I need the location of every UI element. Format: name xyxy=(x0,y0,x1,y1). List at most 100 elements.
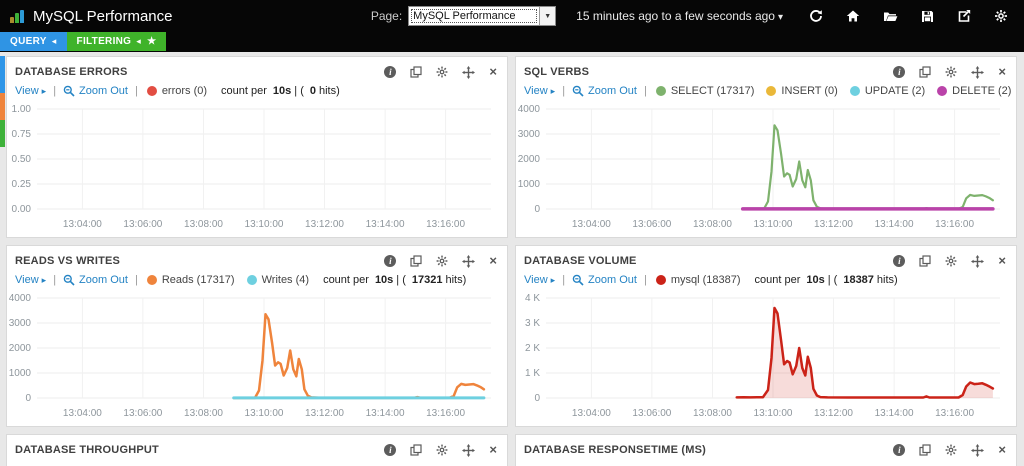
configure-gear-icon[interactable] xyxy=(436,444,448,456)
tab-filtering[interactable]: FILTERING ◂ ★ xyxy=(66,32,167,51)
info-icon[interactable]: i xyxy=(384,444,397,456)
info-icon[interactable]: i xyxy=(893,255,906,267)
info-icon[interactable]: i xyxy=(384,255,397,267)
legend-item[interactable]: UPDATE (2) xyxy=(848,85,925,97)
close-icon[interactable]: × xyxy=(998,442,1006,457)
page-select-arrow[interactable]: ▼ xyxy=(539,7,556,25)
move-icon[interactable] xyxy=(462,254,476,268)
series-color-dot xyxy=(655,275,666,285)
svg-text:13:10:00: 13:10:00 xyxy=(754,408,793,419)
panel-title: SQL VERBS xyxy=(524,66,590,78)
svg-text:13:06:00: 13:06:00 xyxy=(123,219,162,230)
view-link[interactable]: View ▸ xyxy=(524,274,555,286)
legend-item[interactable]: INSERT (0) xyxy=(764,85,838,97)
info-icon[interactable]: i xyxy=(893,66,906,78)
duplicate-icon[interactable] xyxy=(410,255,423,267)
separator: | xyxy=(562,85,566,97)
configure-gear-icon[interactable] xyxy=(436,255,448,267)
panel-header: DATABASE VOLUME i × xyxy=(516,246,1016,270)
panel-database-throughput: DATABASE THROUGHPUT i × xyxy=(6,434,508,466)
settings-gear-icon[interactable] xyxy=(994,9,1008,23)
panel-title: DATABASE ERRORS xyxy=(15,66,128,78)
svg-text:13:04:00: 13:04:00 xyxy=(63,408,102,419)
svg-text:13:08:00: 13:08:00 xyxy=(184,219,223,230)
panel-legend: View ▸ | Zoom Out | errors (0) count per 1… xyxy=(7,81,507,101)
series-color-dot xyxy=(146,275,157,285)
duplicate-icon[interactable] xyxy=(919,66,932,78)
legend-item[interactable]: SELECT (17317) xyxy=(654,85,755,97)
panel-header: DATABASE RESPONSETIME (MS) i × xyxy=(516,435,1016,459)
row-toggle-tab[interactable] xyxy=(0,120,5,147)
panel-icons: i × xyxy=(384,442,501,457)
legend-item[interactable]: Reads (17317) xyxy=(145,274,235,286)
topbar-actions xyxy=(809,9,1008,23)
legend-item[interactable]: errors (0) xyxy=(145,85,207,97)
duplicate-icon[interactable] xyxy=(410,444,423,456)
save-icon[interactable] xyxy=(921,10,934,23)
caret-left-icon: ◂ xyxy=(136,36,142,46)
legend-item[interactable]: mysql (18387) xyxy=(654,274,741,286)
duplicate-icon[interactable] xyxy=(919,255,932,267)
configure-gear-icon[interactable] xyxy=(945,255,957,267)
move-icon[interactable] xyxy=(462,443,476,457)
close-icon[interactable]: × xyxy=(998,253,1006,268)
view-link[interactable]: View ▸ xyxy=(15,85,46,97)
row-toggle-tab[interactable] xyxy=(0,93,5,120)
configure-gear-icon[interactable] xyxy=(945,66,957,78)
move-icon[interactable] xyxy=(971,254,985,268)
zoom-out-link[interactable]: Zoom Out xyxy=(63,274,128,286)
close-icon[interactable]: × xyxy=(489,253,497,268)
close-icon[interactable]: × xyxy=(489,64,497,79)
separator: | xyxy=(53,85,57,97)
home-icon[interactable] xyxy=(846,9,860,23)
zoom-out-link[interactable]: Zoom Out xyxy=(63,85,128,97)
svg-text:3 K: 3 K xyxy=(525,318,540,329)
share-icon[interactable] xyxy=(957,9,971,23)
svg-text:13:06:00: 13:06:00 xyxy=(632,408,671,419)
svg-text:13:16:00: 13:16:00 xyxy=(426,219,465,230)
chart-reads-vs-writes[interactable]: 4000 3000 2000 1000 0 13:04:00 13:06:00 13:08:0… xyxy=(7,292,507,429)
open-folder-icon[interactable] xyxy=(883,9,898,23)
panel-icons: i × xyxy=(893,442,1010,457)
view-link[interactable]: View ▸ xyxy=(524,85,555,97)
close-icon[interactable]: × xyxy=(489,442,497,457)
tab-query[interactable]: QUERY ◂ xyxy=(0,32,67,51)
row-toggle-tab[interactable] xyxy=(0,56,5,93)
svg-text:0: 0 xyxy=(534,204,540,215)
chart-database-errors[interactable]: 1.00 0.75 0.50 0.25 0.00 13:04:00 13:06:00 13:0… xyxy=(7,103,507,240)
svg-text:13:08:00: 13:08:00 xyxy=(693,219,732,230)
configure-gear-icon[interactable] xyxy=(945,444,957,456)
panel-reads-vs-writes: READS VS WRITES i × View ▸ | Zoom Out | R… xyxy=(6,245,508,427)
close-icon[interactable]: × xyxy=(998,64,1006,79)
zoom-out-link[interactable]: Zoom Out xyxy=(572,85,637,97)
svg-text:2000: 2000 xyxy=(9,343,32,354)
panel-title: READS VS WRITES xyxy=(15,255,121,267)
legend-item[interactable]: Writes (4) xyxy=(245,274,309,286)
panel-header: DATABASE THROUGHPUT i × xyxy=(7,435,507,459)
refresh-icon[interactable] xyxy=(809,9,823,23)
panel-icons: i × xyxy=(384,253,501,268)
view-link[interactable]: View ▸ xyxy=(15,274,46,286)
move-icon[interactable] xyxy=(971,443,985,457)
duplicate-icon[interactable] xyxy=(410,66,423,78)
move-icon[interactable] xyxy=(462,65,476,79)
time-range-picker[interactable]: 15 minutes ago to a few seconds ago ▾ xyxy=(576,9,783,23)
page-select[interactable]: MySQL Performance ▼ xyxy=(408,6,557,26)
page-select-value[interactable]: MySQL Performance xyxy=(409,7,539,25)
configure-gear-icon[interactable] xyxy=(436,66,448,78)
legend-item[interactable]: DELETE (2) xyxy=(935,85,1011,97)
zoom-out-link[interactable]: Zoom Out xyxy=(572,274,637,286)
time-range-text: 15 minutes ago to a few seconds ago xyxy=(576,9,775,23)
svg-text:13:06:00: 13:06:00 xyxy=(123,408,162,419)
chart-sql-verbs[interactable]: 4000 3000 2000 1000 0 13:04:00 13:06:00 13:08:0… xyxy=(516,103,1016,240)
duplicate-icon[interactable] xyxy=(919,444,932,456)
svg-text:2000: 2000 xyxy=(518,154,541,165)
chart-database-volume[interactable]: 4 K 3 K 2 K 1 K 0 13:04:00 13:06:00 13:08:00 13:… xyxy=(516,292,1016,429)
svg-text:4000: 4000 xyxy=(9,293,32,304)
view-label: View xyxy=(524,85,548,97)
svg-text:3000: 3000 xyxy=(9,318,32,329)
info-icon[interactable]: i xyxy=(384,66,397,78)
legend-label: SELECT (17317) xyxy=(670,85,755,97)
move-icon[interactable] xyxy=(971,65,985,79)
info-icon[interactable]: i xyxy=(893,444,906,456)
